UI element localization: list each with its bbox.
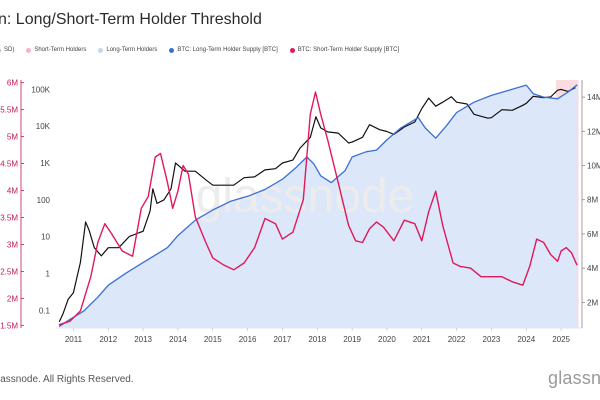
x-axis-tick-label: 2017 <box>274 335 292 344</box>
legend-item-lth-supply[interactable]: BTC: Long-Term Holder Supply [BTC] <box>169 47 278 53</box>
left-axis-tick-label: 5M <box>7 133 18 142</box>
series-layer <box>58 84 578 327</box>
x-axis-tick-label: 2014 <box>169 335 187 344</box>
x-axis-tick-label: 2016 <box>239 335 257 344</box>
price-axis-tick-label: 10K <box>36 122 51 131</box>
left-axis-tick-label: 6M <box>7 79 18 88</box>
left-axis-tick-label: 4M <box>7 187 18 196</box>
x-axis-tick-label: 2023 <box>483 335 501 344</box>
legend-swatch-sth-supply <box>289 47 295 53</box>
right-axis-tick-label: 8M <box>587 196 598 205</box>
lth-area-layer <box>59 85 577 328</box>
left-axis-tick-label: 5.5M <box>0 106 18 115</box>
left-axis-tick-label: 1.5M <box>0 321 18 330</box>
legend-label-sth-supply: BTC: Short-Term Holder Supply [BTC] <box>297 47 400 53</box>
legend-item-long-term-holders[interactable]: Long-Term Holders <box>98 47 157 53</box>
price-axis-tick-label: 100 <box>37 196 51 205</box>
left-axis-tick-label: 2.5M <box>0 267 18 276</box>
brand-logo-text: glassn <box>548 368 600 388</box>
x-axis-ticks: 2011 2012 2013 2014 2015 2016 2017 2018 2019 2020… <box>65 328 571 344</box>
long-term-holder-area <box>59 85 577 328</box>
right-axis-ticks: 14M 12M 10M 8M 6M 4M 2M <box>582 93 600 307</box>
right-axis-tick-label: 2M <box>587 298 598 307</box>
x-axis-tick-label: 2013 <box>134 335 152 344</box>
sth-supply-series-line <box>58 91 578 326</box>
legend-item-short-term-holders[interactable]: Short-Term Holders <box>26 47 86 53</box>
legend-item-price[interactable]: SD) <box>0 47 14 53</box>
legend-label-long-term-holders: Long-Term Holders <box>106 47 158 53</box>
right-axis-tick-label: 12M <box>587 127 600 136</box>
price-series-line <box>58 87 576 322</box>
right-axis-tick-label: 14M <box>587 93 600 102</box>
x-axis-tick-label: 2021 <box>413 335 431 344</box>
price-axis-tick-label: 0.1 <box>39 306 51 315</box>
lth-supply-series-line <box>58 84 578 327</box>
price-axis-tick-label: 100K <box>31 85 50 94</box>
legend-swatch-price <box>0 47 1 53</box>
legend-swatch-short-term-holders <box>26 47 32 53</box>
price-axis-tick-label: 1K <box>40 159 50 168</box>
right-axis-tick-label: 4M <box>587 264 598 273</box>
left-axis-tick-label: 3M <box>7 240 18 249</box>
price-axis-ticks: 100K 10K 1K 100 10 1 0.1 <box>31 85 50 315</box>
x-axis-tick-label: 2018 <box>308 335 326 344</box>
legend-label-short-term-holders: Short-Term Holders <box>34 47 87 53</box>
x-axis-tick-label: 2022 <box>448 335 466 344</box>
legend-item-sth-supply[interactable]: BTC: Short-Term Holder Supply [BTC] <box>289 47 400 53</box>
right-axis-tick-label: 10M <box>587 162 600 171</box>
copyright-footer: lassnode. All Rights Reserved. <box>0 374 134 385</box>
x-axis-tick-label: 2025 <box>552 335 570 344</box>
legend: SD) Short-Term Holders Long-Term Holders… <box>0 44 411 56</box>
legend-label-lth-supply: BTC: Long-Term Holder Supply [BTC] <box>177 47 278 53</box>
x-axis-tick-label: 2020 <box>378 335 396 344</box>
left-axis-tick-label: 4.5M <box>0 160 18 169</box>
chart-title: n: Long/Short-Term Holder Threshold <box>0 11 262 28</box>
price-axis-tick-label: 10 <box>41 233 50 242</box>
x-axis-tick-label: 2011 <box>65 335 83 344</box>
x-axis-tick-label: 2024 <box>517 335 535 344</box>
x-axis-tick-label: 2012 <box>99 335 117 344</box>
legend-swatch-long-term-holders <box>98 47 104 53</box>
price-axis-tick-label: 1 <box>46 269 51 278</box>
left-axis-ticks: 6M 5.5M 5M 4.5M 4M 3.5M 3M 2.5M 2M 1.5M <box>0 79 24 330</box>
x-axis-tick-label: 2015 <box>204 335 222 344</box>
left-axis-tick-label: 2M <box>7 294 18 303</box>
x-axis-tick-label: 2019 <box>343 335 361 344</box>
right-axis-tick-label: 6M <box>587 230 598 239</box>
legend-swatch-lth-supply <box>169 47 175 53</box>
legend-label-price: SD) <box>4 47 15 53</box>
left-axis-tick-label: 3.5M <box>0 213 18 222</box>
